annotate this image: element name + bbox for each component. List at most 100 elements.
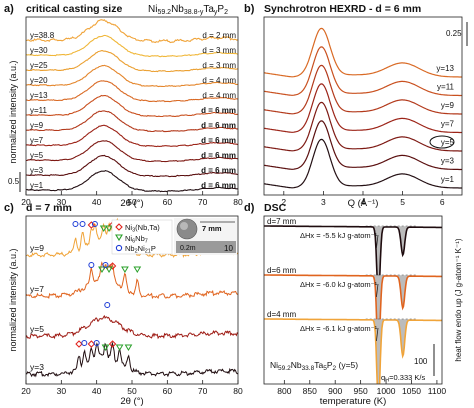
series-label: y=9 [30, 121, 44, 130]
series-label: y=9 [30, 243, 44, 253]
triangle-icon [115, 234, 123, 242]
phase-marker-ni6nb7 [115, 344, 124, 351]
series-line [26, 80, 238, 103]
series-line [264, 64, 462, 115]
panel-b-tick-label: 4 [361, 197, 366, 207]
panel-b-tick-label: 6 [440, 197, 445, 207]
series-line [26, 154, 238, 178]
series-line [26, 34, 238, 58]
legend-label-ni6nb7: Ni6Nb7 [125, 234, 148, 245]
panel-a-plot [26, 19, 238, 193]
highlight-ellipse [429, 135, 455, 149]
series-label: y=25 [30, 61, 48, 70]
series-label: y=30 [30, 46, 48, 55]
panel-c-labels: y=3 y=5 y=7 y=9 [30, 243, 44, 372]
ruler [176, 241, 236, 253]
sample-disc [176, 218, 198, 240]
series-line [26, 94, 238, 118]
panel-d-letter: d) [244, 202, 255, 214]
panel-b-labels: y=1 y=3 y=5 y=7 y=9 y=11 y=13 [429, 64, 455, 184]
series-label: y=7 [30, 284, 44, 294]
series-size-label: d = 6 mm [201, 181, 236, 190]
panel-a-tick-label: 40 [92, 197, 102, 207]
panel-a-title: critical casting size [26, 3, 122, 15]
phase-marker-ni3nb [108, 262, 117, 270]
series-label: y=38.8 [30, 31, 55, 40]
circle-icon [115, 244, 123, 252]
panel-a-tick-label: 20 [21, 197, 31, 207]
enthalpy-label: ΔHx = -5.5 kJ g-atom⁻¹ [300, 231, 378, 240]
series-size-label: d = 4 mm [202, 91, 236, 100]
panel-a: a) critical casting size Ni59.2Nb38.8-yT… [4, 3, 243, 209]
panel-a-tick-label: 80 [233, 197, 243, 207]
series-size-label: d = 6 mm [201, 106, 236, 115]
legend-item-nb2ni21p: Nb2Ni21P [115, 244, 156, 255]
series-line [264, 274, 442, 356]
enthalpy-pointer [376, 234, 379, 249]
phase-marker-nb2ni21p [72, 221, 79, 227]
panel-a-tick-label: 70 [198, 197, 208, 207]
panel-c-tick-label: 20 [21, 386, 31, 396]
ruler-scale: 0.2m [180, 245, 196, 252]
panel-d-heating-rate: qH=0.333 K/s [381, 373, 425, 384]
panel-b-plot [264, 27, 462, 189]
panel-d-tick-label: 850 [303, 386, 317, 396]
enthalpy-label: ΔHx = -6.1 kJ g-atom⁻¹ [300, 324, 378, 333]
phase-marker-ni6nb7 [133, 266, 142, 273]
series-label: y=1 [30, 181, 44, 190]
legend-item-ni6nb7: Ni6Nb7 [115, 234, 148, 245]
panel-d-labels: d=7 mm ΔHx = -5.5 kJ g-atom⁻¹ d=6 mm ΔHx = … [267, 217, 379, 342]
series-label: y=5 [30, 324, 44, 334]
panel-c-legend: Ni3(Nb,Ta) Ni6Nb7 Nb2Ni21P [111, 219, 173, 255]
series-line [26, 64, 238, 88]
panel-c-inset-photo: 7 mm 0.2m 10 [174, 218, 237, 255]
panel-a-tick-label: 50 [127, 197, 137, 207]
panel-a-tick-label: 60 [163, 197, 173, 207]
series-line [26, 169, 238, 193]
panel-d-tick-label: 1000 [377, 386, 396, 396]
panel-a-letter: a) [4, 3, 14, 15]
panel-d-plot [264, 225, 442, 384]
series-label: y=13 [436, 64, 454, 73]
series-label: y=7 [30, 136, 44, 145]
phase-marker-nb2ni21p [102, 262, 109, 268]
panel-b-title: Synchrotron HEXRD - d = 6 mm [264, 3, 421, 15]
panel-d-title: DSC [264, 202, 287, 214]
series-line [264, 225, 442, 297]
phase-marker-ni6nb7 [98, 266, 106, 273]
series-label: y=5 [30, 151, 44, 160]
ruler-number: 10 [224, 244, 233, 253]
panel-d-ylabel: heat flow endo up (J g-atom⁻¹ K⁻¹) [454, 238, 463, 362]
series-size-label: d = 6 mm [201, 151, 236, 160]
phase-marker-ni3nb [87, 340, 96, 348]
panel-b-xlabel: Q (Å⁻¹) [348, 198, 379, 209]
panel-a-scale-label: 0.5 [8, 177, 20, 186]
crystallization-area [366, 319, 414, 384]
phase-marker-ni6nb7 [124, 344, 133, 351]
phase-marker-nb2ni21p [79, 221, 86, 227]
panel-d-tick-label: 1050 [402, 386, 421, 396]
legend-label-nb2ni21p: Nb2Ni21P [125, 244, 156, 255]
panel-c-title: d = 7 mm [26, 202, 72, 214]
panel-a-xlabel: 2θ (°) [120, 198, 143, 209]
panel-c: c) d = 7 mm y=3 y=5 y=7 y=9 Ni3(Nb,Ta) Ni6N… [4, 202, 243, 407]
panel-c-xlabel: 2θ (°) [120, 396, 143, 407]
series-line [26, 341, 238, 378]
panel-d: d) DSC d=7 mm ΔHx = -5.5 kJ g-atom⁻¹ d=6 m… [244, 202, 463, 407]
panel-a-tick-label: 30 [57, 197, 67, 207]
series-label: y=1 [441, 175, 455, 184]
series-size-label: d = 6 mm [201, 136, 236, 145]
series-size-label: d = 4 mm [202, 76, 236, 85]
panel-c-ylabel: normalized intensity (a.u.) [8, 248, 18, 351]
series-size-label: d = 6 mm [201, 121, 236, 130]
phase-marker-ni6nb7 [105, 266, 113, 273]
panel-b-frame [263, 16, 463, 196]
panel-d-tick-label: 800 [277, 386, 291, 396]
series-label: y=3 [30, 166, 44, 175]
series-label: y=20 [30, 76, 48, 85]
series-label: y=9 [441, 101, 455, 110]
series-line [264, 83, 462, 134]
panel-d-xlabel: temperature (K) [320, 396, 387, 407]
panel-a-formula: Ni59.2Nb38.8-yTayP2 [148, 4, 228, 16]
series-line [26, 124, 238, 148]
